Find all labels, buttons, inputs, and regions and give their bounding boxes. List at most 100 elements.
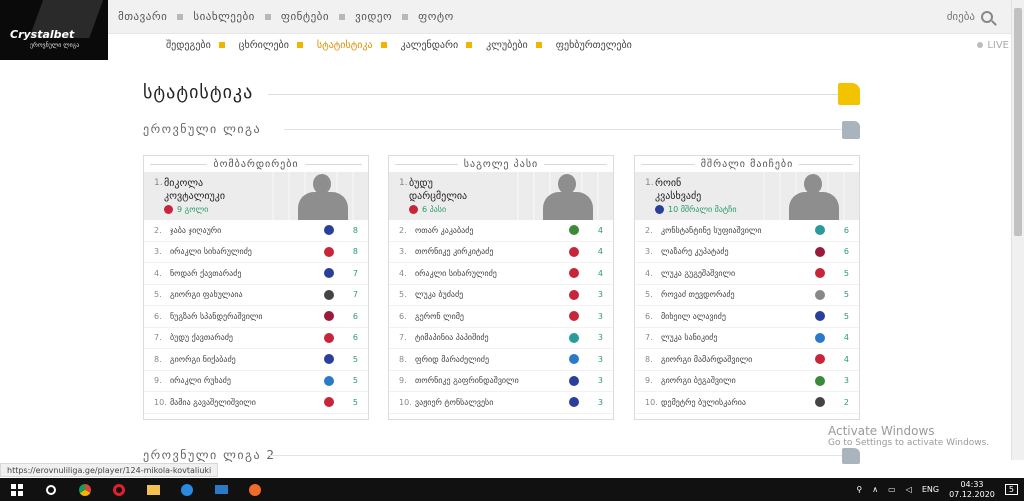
list-item[interactable]: 3. თორნიკე კირკიტაძე 4 xyxy=(389,242,613,263)
player-name: ტიმაპინია პაპიშიძე xyxy=(415,333,489,343)
nav-item-home[interactable]: მთავარი xyxy=(118,10,184,23)
league2-title[interactable]: ეროვნული ლიგა 2 xyxy=(143,448,276,462)
chrome-button[interactable] xyxy=(68,478,102,501)
network-icon[interactable]: ▭ xyxy=(888,485,896,494)
list-item[interactable]: 5. გიორგი ფახულაია 7 xyxy=(144,285,368,306)
top-player[interactable]: 1. როინ კვასხვაძე 10 მშრალი მატჩი xyxy=(635,172,859,220)
rank: 4. xyxy=(154,268,162,278)
rank: 7. xyxy=(645,333,653,343)
top-player-name: ბუდუ დარცმელია xyxy=(409,177,467,203)
list-item[interactable]: 10. დემეტრე ბულისკარია 2 xyxy=(635,392,859,414)
list-item[interactable]: 3. ირაკლი სიხარულიძე 8 xyxy=(144,242,368,263)
list-item[interactable]: 8. გიორგი ნიქაბაძე 5 xyxy=(144,349,368,371)
top-player-name: როინ კვასხვაძე xyxy=(655,177,701,203)
card-header: საგოლე პასი xyxy=(389,156,613,172)
top-player-name: მიკოლა კოვტალიუკი xyxy=(164,177,225,203)
club-badge-icon xyxy=(324,246,334,257)
club-badge-icon xyxy=(324,375,334,386)
subnav-label: სტატისტიკა xyxy=(316,39,373,51)
list-item[interactable]: 8. გიორგი მამარდაშვილი 4 xyxy=(635,349,859,371)
flag-icon xyxy=(535,42,542,48)
list-item[interactable]: 2. კონსტანტინე სუფიაშვილი 6 xyxy=(635,220,859,242)
player-name: გერონ ლიმე xyxy=(415,311,464,321)
list-item[interactable]: 10. ვაჟიერ ტონსალვესი 3 xyxy=(389,392,613,414)
stat-text: 9 გოლი xyxy=(177,205,209,214)
player-name: დემეტრე ბულისკარია xyxy=(661,397,746,407)
nav-item-video[interactable]: ვიდეო xyxy=(355,10,409,23)
rank: 10. xyxy=(399,397,412,407)
league-title[interactable]: ეროვნული ლიგა xyxy=(143,122,262,136)
explorer-button[interactable] xyxy=(136,478,170,501)
club-badge-icon xyxy=(324,354,334,365)
rank: 7. xyxy=(399,333,407,343)
list-item[interactable]: 2. ოთარ კაკაბაძე 4 xyxy=(389,220,613,242)
divider xyxy=(268,94,844,95)
list-item[interactable]: 4. ლუკა გუგეშაშვილი 5 xyxy=(635,263,859,285)
language-indicator[interactable]: ENG xyxy=(921,485,940,494)
subnav-item-calendar[interactable]: კალენდარი xyxy=(401,40,473,51)
list-item[interactable]: 6. გერონ ლიმე 3 xyxy=(389,306,613,328)
top-player[interactable]: 1. ბუდუ დარცმელია 6 პასი xyxy=(389,172,613,220)
rank: 10. xyxy=(154,397,167,407)
nav-item-photo[interactable]: ფოტო xyxy=(418,10,454,23)
stat-value: 2 xyxy=(843,397,849,407)
app-button[interactable] xyxy=(238,478,272,501)
subnav-item-players[interactable]: ფეხბურთელები xyxy=(556,40,632,51)
notification-icon[interactable]: 5 xyxy=(1004,484,1018,495)
list-item[interactable]: 4. ირაკლი სიხარულიძე 4 xyxy=(389,263,613,285)
list-item[interactable]: 10. მამია გავაშელიშვილი 5 xyxy=(144,392,368,414)
volume-icon[interactable]: ◁ xyxy=(905,485,912,494)
list-item[interactable]: 7. ლუკა სანიკიძე 4 xyxy=(635,328,859,349)
club-badge-icon xyxy=(815,397,825,408)
status-url: https://erovnuliliga.ge/player/124-mikol… xyxy=(0,463,219,477)
chevron-up-icon[interactable]: ∧ xyxy=(872,485,879,494)
site-logo[interactable]: Crystalbet ეროვნული ლიგა xyxy=(0,0,108,60)
card-title: საგოლე პასი xyxy=(457,158,545,170)
people-icon[interactable]: ⚲ xyxy=(856,485,863,494)
mail-button[interactable] xyxy=(204,478,238,501)
scrollbar-thumb[interactable] xyxy=(1014,8,1022,236)
list-item[interactable]: 5. ლუკა ბუძაძე 3 xyxy=(389,285,613,306)
edge-button[interactable] xyxy=(170,478,204,501)
search-button[interactable]: ძიება xyxy=(947,10,993,23)
top-player[interactable]: 1. მიკოლა კოვტალიუკი 9 გოლი xyxy=(144,172,368,220)
list-item[interactable]: 9. თორნიკე გაფრინდაშვილი 3 xyxy=(389,371,613,392)
list-item[interactable]: 9. გიორგი ბეგაშვილი 3 xyxy=(635,371,859,392)
player-name: მამია გავაშელიშვილი xyxy=(170,397,256,407)
stat-value: 7 xyxy=(352,268,358,278)
list-item[interactable]: 7. ბუდუ ქავთარაძე 6 xyxy=(144,328,368,349)
nav-item-news[interactable]: სიახლეები xyxy=(193,10,271,23)
subnav-item-clubs[interactable]: კლუბები xyxy=(486,40,542,51)
subnav-item-tables[interactable]: ცხრილები xyxy=(239,40,303,51)
opera-button[interactable] xyxy=(102,478,136,501)
subnav-item-statistics[interactable]: სტატისტიკა xyxy=(317,40,387,51)
club-badge-icon xyxy=(815,225,825,236)
player-name: ლუკა გუგეშაშვილი xyxy=(661,268,736,278)
list-item[interactable]: 4. ნოდარ ქავთარაძე 7 xyxy=(144,263,368,285)
stat-value: 8 xyxy=(352,225,358,235)
list-item[interactable]: 7. ტიმაპინია პაპიშიძე 3 xyxy=(389,328,613,349)
start-button[interactable] xyxy=(0,478,34,501)
clock[interactable]: 04:33 07.12.2020 xyxy=(949,480,995,500)
list-item[interactable]: 2. ჯაბა ჯიღაური 8 xyxy=(144,220,368,242)
player-name: ირაკლი სიხარულიძე xyxy=(415,268,497,278)
flag-icon xyxy=(380,42,387,48)
player-silhouette-icon xyxy=(785,172,843,220)
taskbar: ⚲ ∧ ▭ ◁ ENG 04:33 07.12.2020 5 xyxy=(0,478,1024,501)
list-item[interactable]: 3. ლაზარე კუპატაძე 6 xyxy=(635,242,859,263)
rank: 6. xyxy=(154,311,162,321)
nav-item-fintebi[interactable]: ფინტები xyxy=(281,10,346,23)
player-name: ირაკლი რუხაძე xyxy=(170,376,231,386)
rank: 9. xyxy=(645,376,653,386)
list-item[interactable]: 6. ნუგზარ სპანდერაშვილი 6 xyxy=(144,306,368,328)
list-item[interactable]: 8. ფრიდ მარაძელიძე 3 xyxy=(389,349,613,371)
opera-icon xyxy=(113,483,125,496)
list-item[interactable]: 5. როვაძ თევდორაძე 5 xyxy=(635,285,859,306)
top-player-stat: 10 მშრალი მატჩი xyxy=(655,205,736,214)
search-taskbar-button[interactable] xyxy=(34,478,68,501)
subnav-item-results[interactable]: შედეგები xyxy=(166,40,225,51)
live-button[interactable]: LIVE xyxy=(977,40,1009,51)
list-item[interactable]: 6. მიხეილ ალავიძე 5 xyxy=(635,306,859,328)
list-item[interactable]: 9. ირაკლი რუხაძე 5 xyxy=(144,371,368,392)
page-scrollbar[interactable] xyxy=(1011,0,1024,460)
